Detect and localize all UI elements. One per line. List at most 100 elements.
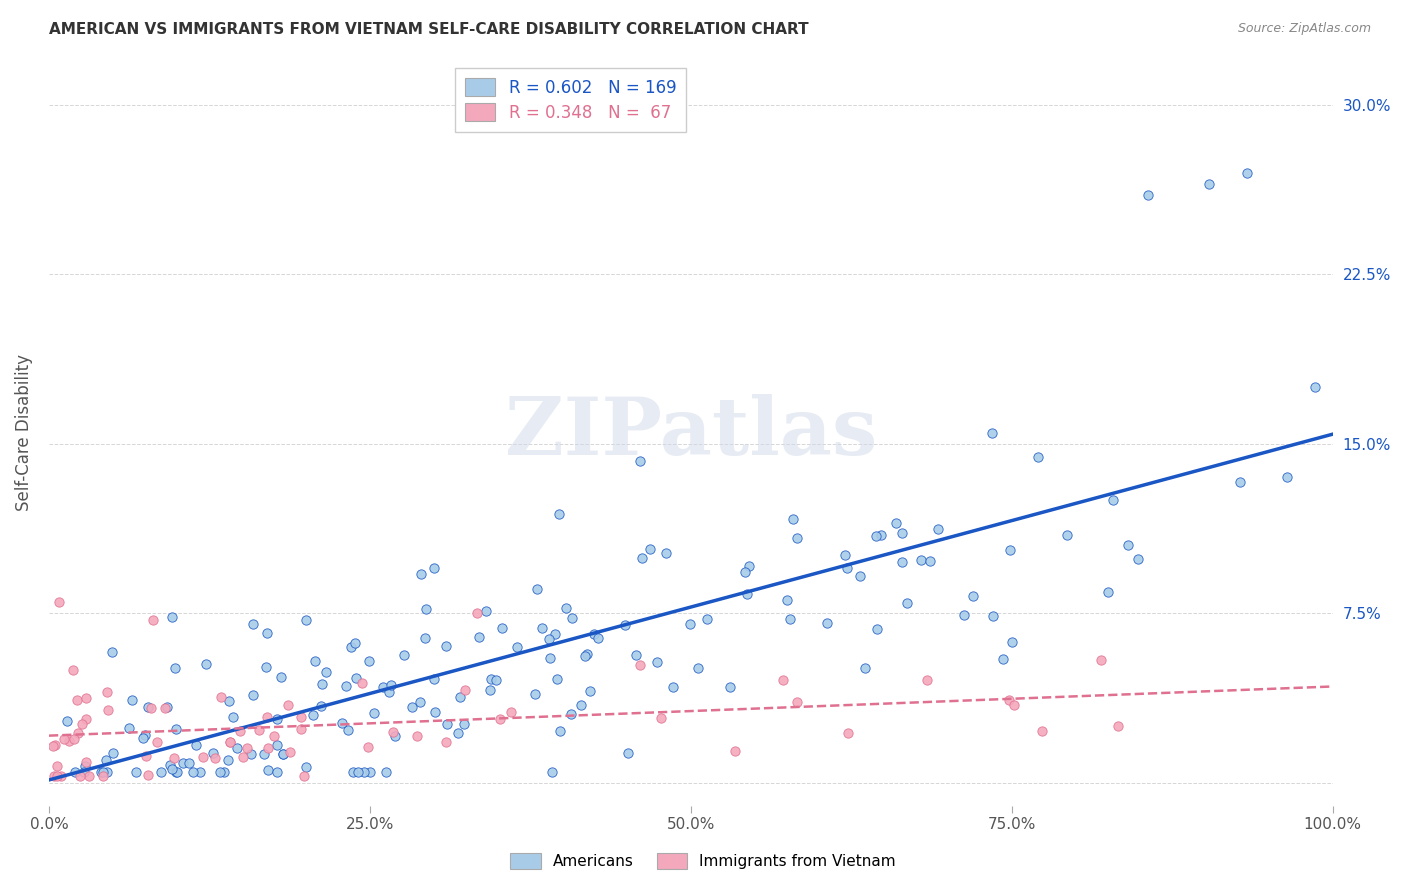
Point: [344, 671, 367, 685]
Point: [1198, 177, 1220, 191]
Point: [738, 558, 761, 573]
Point: [772, 673, 794, 688]
Point: [139, 701, 162, 715]
Point: [91, 769, 114, 783]
Point: [436, 717, 458, 731]
Point: [266, 738, 288, 752]
Point: [159, 757, 181, 772]
Point: [837, 726, 859, 740]
Point: [304, 655, 326, 669]
Point: [1001, 635, 1024, 649]
Point: [52, 732, 75, 747]
Point: [406, 729, 429, 743]
Point: [75, 690, 97, 705]
Point: [101, 746, 124, 760]
Point: [650, 711, 672, 725]
Point: [1303, 380, 1326, 394]
Point: [478, 683, 501, 698]
Point: [1090, 653, 1112, 667]
Point: [156, 700, 179, 714]
Point: [409, 566, 432, 581]
Point: [232, 749, 254, 764]
Point: [353, 764, 375, 779]
Point: [184, 738, 207, 752]
Point: [853, 661, 876, 675]
Point: [45, 769, 67, 783]
Point: [375, 764, 398, 779]
Point: [242, 688, 264, 702]
Point: [295, 613, 318, 627]
Point: [270, 670, 292, 684]
Point: [489, 712, 512, 726]
Point: [786, 531, 808, 545]
Point: [266, 764, 288, 779]
Point: [485, 673, 508, 687]
Point: [163, 750, 186, 764]
Point: [628, 658, 651, 673]
Point: [357, 654, 380, 668]
Point: [998, 543, 1021, 558]
Point: [1107, 719, 1129, 733]
Point: [290, 722, 312, 736]
Point: [131, 731, 153, 745]
Point: [380, 678, 402, 692]
Point: [1236, 166, 1258, 180]
Point: [42, 739, 65, 753]
Point: [212, 764, 235, 779]
Point: [219, 735, 242, 749]
Point: [229, 724, 252, 739]
Point: [997, 692, 1019, 706]
Point: [423, 673, 446, 687]
Point: [1031, 723, 1053, 738]
Point: [583, 626, 606, 640]
Point: [981, 609, 1004, 624]
Point: [97, 703, 120, 717]
Point: [835, 561, 858, 575]
Point: [236, 741, 259, 756]
Point: [896, 596, 918, 610]
Point: [191, 750, 214, 764]
Point: [465, 607, 488, 621]
Point: [271, 747, 294, 761]
Point: [165, 764, 187, 779]
Point: [499, 705, 522, 719]
Point: [548, 723, 571, 738]
Point: [125, 764, 148, 779]
Point: [865, 529, 887, 543]
Point: [42, 769, 65, 783]
Point: [1056, 528, 1078, 542]
Point: [166, 764, 188, 779]
Point: [55, 714, 77, 728]
Point: [1097, 585, 1119, 599]
Point: [980, 425, 1002, 440]
Point: [1229, 475, 1251, 489]
Point: [256, 741, 278, 756]
Point: [543, 627, 565, 641]
Point: [506, 640, 529, 654]
Point: [142, 613, 165, 627]
Point: [218, 694, 240, 708]
Point: [561, 610, 583, 624]
Point: [1101, 492, 1123, 507]
Point: [91, 764, 114, 779]
Point: [208, 764, 231, 779]
Point: [352, 676, 374, 690]
Point: [335, 679, 357, 693]
Point: [423, 706, 446, 720]
Point: [311, 698, 333, 713]
Point: [257, 763, 280, 777]
Point: [336, 723, 359, 737]
Point: [696, 612, 718, 626]
Point: [953, 608, 976, 623]
Point: [993, 652, 1015, 666]
Point: [195, 657, 218, 671]
Point: [579, 684, 602, 698]
Legend: Americans, Immigrants from Vietnam: Americans, Immigrants from Vietnam: [503, 847, 903, 875]
Point: [1128, 552, 1150, 566]
Point: [49, 769, 72, 783]
Point: [560, 706, 582, 721]
Point: [96, 764, 118, 779]
Point: [815, 615, 838, 630]
Point: [541, 764, 564, 779]
Point: [782, 512, 804, 526]
